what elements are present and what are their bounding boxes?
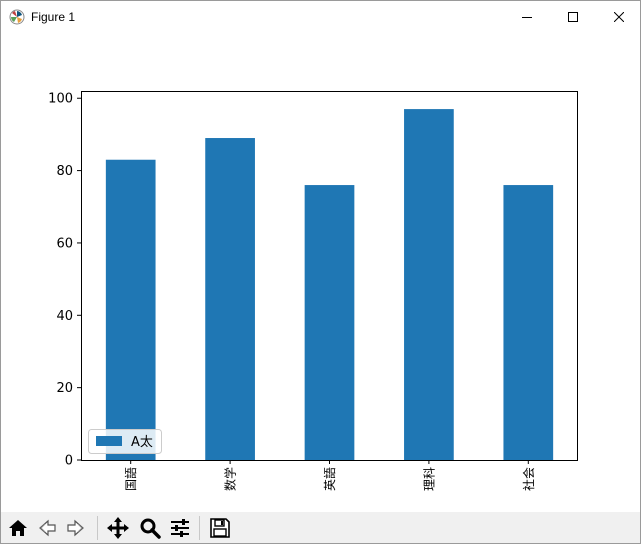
y-tick-label: 20 — [56, 381, 73, 396]
navigation-toolbar — [1, 512, 640, 543]
bar-3 — [304, 185, 355, 460]
home-icon — [9, 520, 27, 536]
x-tick-label: 英語 — [322, 467, 337, 491]
forward-button[interactable] — [63, 515, 89, 541]
legend — [88, 429, 162, 454]
bar-4 — [404, 109, 454, 461]
toolbar-separator — [199, 516, 200, 540]
home-button[interactable] — [5, 515, 31, 541]
figure-canvas[interactable]: 0 20 40 60 80 100 国語 数学 英語 理科 社会 A太 — [1, 33, 640, 511]
save-icon — [210, 518, 230, 538]
y-tick-label: 0 — [65, 454, 73, 469]
x-tick-label: 国語 — [123, 467, 138, 491]
x-tick-label: 数学 — [223, 467, 238, 491]
minimize-icon — [522, 17, 532, 18]
sliders-icon — [171, 519, 189, 537]
title-bar[interactable]: Figure 1 — [1, 1, 640, 33]
forward-arrow-icon — [67, 519, 84, 537]
legend-label: A太 — [131, 435, 153, 450]
y-tick-label: 60 — [56, 236, 73, 251]
back-button[interactable] — [34, 515, 60, 541]
legend-swatch — [96, 436, 122, 446]
close-button[interactable] — [596, 1, 641, 33]
save-button[interactable] — [207, 515, 233, 541]
bar-2 — [205, 138, 255, 460]
bar-chart: 0 20 40 60 80 100 国語 数学 英語 理科 社会 A太 — [48, 91, 578, 491]
y-tick-label: 80 — [56, 164, 73, 179]
y-tick-label: 100 — [48, 92, 73, 107]
y-tick-label: 40 — [56, 309, 73, 324]
bar-5 — [503, 185, 554, 460]
minimize-button[interactable] — [504, 1, 550, 33]
maximize-icon — [568, 12, 578, 22]
back-arrow-icon — [39, 519, 56, 537]
move-icon — [107, 517, 129, 539]
x-tick-label: 理科 — [422, 467, 436, 491]
bar-1 — [105, 159, 156, 460]
zoom-button[interactable] — [137, 515, 163, 541]
window-title: Figure 1 — [31, 10, 76, 24]
pan-button[interactable] — [105, 515, 131, 541]
x-tick-label: 社会 — [521, 467, 536, 491]
configure-subplots-button[interactable] — [167, 515, 193, 541]
close-icon — [614, 12, 624, 22]
maximize-button[interactable] — [550, 1, 596, 33]
matplotlib-logo-icon — [9, 9, 25, 25]
toolbar-separator — [97, 516, 98, 540]
zoom-icon — [140, 518, 161, 539]
